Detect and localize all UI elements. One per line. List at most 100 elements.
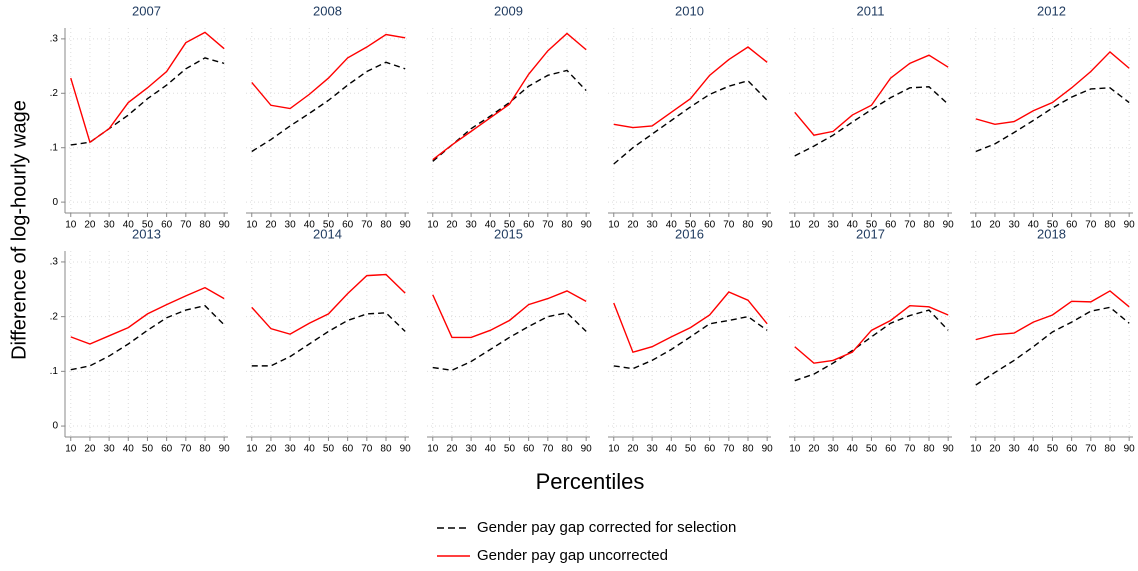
x-tick-label: 30: [104, 444, 116, 455]
x-tick-label: 80: [742, 444, 754, 455]
x-tick-label: 90: [1124, 220, 1136, 231]
x-tick-label: 40: [847, 444, 859, 455]
series-line: [975, 50, 1130, 126]
x-tick-label: 40: [1028, 220, 1040, 231]
series-line: [251, 312, 406, 367]
x-tick-label: 50: [685, 220, 697, 231]
x-tick-label: 80: [1104, 220, 1116, 231]
x-tick-label: 70: [361, 220, 373, 231]
y-tick-label: .1: [50, 142, 59, 153]
series-line: [251, 61, 406, 153]
x-tick-label: 30: [104, 220, 116, 231]
x-tick-label: 10: [970, 220, 982, 231]
x-tick-label: 10: [608, 220, 620, 231]
x-tick-label: 60: [161, 220, 173, 231]
x-tick-label: 80: [742, 220, 754, 231]
x-tick-label: 70: [904, 220, 916, 231]
series-line: [794, 309, 949, 382]
x-tick-label: 40: [485, 444, 497, 455]
x-tick-label: 40: [304, 220, 316, 231]
legend-label: Gender pay gap uncorrected: [477, 547, 668, 564]
x-tick-label: 10: [65, 444, 77, 455]
x-tick-label: 20: [265, 220, 277, 231]
series-line: [432, 32, 587, 161]
x-tick-label: 30: [828, 444, 840, 455]
x-tick-label: 80: [561, 444, 573, 455]
x-tick-label: 40: [1028, 444, 1040, 455]
x-tick-label: 50: [504, 444, 516, 455]
x-tick-label: 70: [723, 444, 735, 455]
x-tick-label: 30: [285, 444, 297, 455]
y-tick-label: .3: [50, 257, 59, 268]
panel-title: 2015: [494, 226, 523, 241]
x-tick-label: 70: [180, 444, 192, 455]
x-tick-label: 20: [989, 220, 1001, 231]
y-tick-label: .1: [50, 366, 59, 377]
panel-title: 2009: [494, 3, 523, 18]
x-tick-label: 50: [142, 220, 154, 231]
x-tick-label: 70: [542, 444, 554, 455]
x-tick-label: 70: [542, 220, 554, 231]
series-line: [975, 87, 1130, 153]
x-tick-label: 60: [523, 444, 535, 455]
x-tick-label: 70: [904, 444, 916, 455]
x-tick-label: 20: [808, 220, 820, 231]
x-tick-label: 30: [647, 220, 659, 231]
series-line: [613, 291, 768, 354]
x-tick-label: 20: [989, 444, 1001, 455]
panel-title: 2017: [856, 226, 885, 241]
panel-title: 2018: [1037, 226, 1066, 241]
y-tick-label: .2: [50, 88, 59, 99]
series-line: [613, 79, 768, 165]
x-tick-label: 50: [685, 444, 697, 455]
x-tick-label: 70: [723, 220, 735, 231]
x-tick-label: 90: [581, 444, 593, 455]
panel-title: 2008: [313, 3, 342, 18]
series-line: [613, 315, 768, 370]
x-tick-label: 30: [466, 220, 478, 231]
panel-title: 2007: [132, 3, 161, 18]
x-tick-label: 40: [304, 444, 316, 455]
x-tick-label: 80: [923, 220, 935, 231]
series-line: [432, 69, 587, 162]
panel-title: 2014: [313, 226, 342, 241]
x-tick-label: 60: [885, 220, 897, 231]
x-tick-label: 90: [1124, 444, 1136, 455]
series-line: [251, 273, 406, 335]
series-line: [794, 54, 949, 136]
panel-title: 2016: [675, 226, 704, 241]
x-tick-label: 90: [400, 220, 412, 231]
x-tick-label: 20: [446, 220, 458, 231]
x-tick-label: 30: [285, 220, 297, 231]
x-tick-label: 20: [808, 444, 820, 455]
x-tick-label: 70: [180, 220, 192, 231]
x-tick-label: 80: [199, 444, 211, 455]
y-tick-label: 0: [52, 421, 58, 432]
x-tick-label: 60: [1066, 444, 1078, 455]
x-tick-label: 10: [789, 220, 801, 231]
x-tick-label: 80: [380, 220, 392, 231]
x-tick-label: 30: [647, 444, 659, 455]
x-tick-label: 90: [762, 444, 774, 455]
series-line: [613, 46, 768, 129]
x-tick-label: 30: [828, 220, 840, 231]
x-tick-label: 10: [608, 444, 620, 455]
x-tick-label: 70: [1085, 444, 1097, 455]
y-axis-label: Difference of log-hourly wage: [8, 100, 30, 360]
y-tick-label: .3: [50, 34, 59, 45]
x-tick-label: 60: [885, 444, 897, 455]
series-line: [975, 306, 1130, 386]
x-tick-label: 20: [84, 444, 96, 455]
panel-title: 2013: [132, 226, 161, 241]
x-tick-label: 60: [161, 444, 173, 455]
x-tick-label: 90: [219, 220, 231, 231]
x-tick-label: 30: [1009, 220, 1021, 231]
x-tick-label: 10: [246, 220, 258, 231]
x-tick-label: 70: [1085, 220, 1097, 231]
x-tick-label: 10: [970, 444, 982, 455]
y-tick-label: 0: [52, 197, 58, 208]
x-tick-label: 80: [1104, 444, 1116, 455]
series-line: [251, 33, 406, 110]
x-tick-label: 50: [1047, 220, 1059, 231]
